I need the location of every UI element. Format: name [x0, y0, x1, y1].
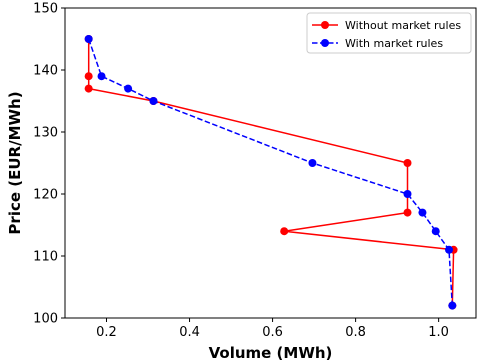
data-point — [431, 227, 440, 236]
series-layer — [84, 35, 458, 310]
legend-entry: With market rules — [312, 37, 443, 50]
data-point — [149, 97, 158, 105]
data-point — [84, 72, 93, 81]
x-tick-label: 0.8 — [345, 325, 366, 340]
data-point — [280, 227, 289, 236]
x-tick-label: 0.6 — [262, 325, 283, 340]
data-point — [97, 72, 106, 81]
data-point — [124, 84, 133, 93]
plot-border — [64, 7, 477, 319]
y-tick-label: 120 — [33, 188, 58, 203]
series-line — [87, 38, 454, 306]
data-point — [448, 301, 457, 310]
y-tick-label: 140 — [33, 64, 58, 79]
axes: 0.2 0.4 0.6 0.8 1.0 100 110 120 130 140 150 — [33, 2, 449, 341]
data-point — [308, 159, 317, 167]
data-point — [403, 208, 412, 217]
legend-label: Without market rules — [345, 19, 461, 32]
legend: Without market rules With market rules — [306, 12, 472, 54]
x-tick-label: 0.4 — [179, 325, 200, 340]
y-tick-label: 110 — [33, 250, 58, 265]
data-point — [418, 208, 427, 217]
data-point — [445, 245, 454, 254]
data-point — [84, 35, 93, 43]
x-tick-label: 1.0 — [428, 325, 449, 340]
y-axis-label: Price (EUR/MWh) — [6, 91, 24, 234]
series-line — [87, 39, 455, 306]
data-point — [403, 190, 412, 198]
legend-marker — [321, 39, 329, 47]
legend-label: With market rules — [345, 37, 443, 50]
x-tick-label: 0.2 — [96, 325, 117, 340]
legend-marker — [321, 21, 329, 29]
y-tick-label: 130 — [33, 126, 58, 141]
y-tick-label: 150 — [33, 2, 58, 17]
legend-box — [306, 12, 472, 54]
data-point — [403, 159, 412, 167]
legend-entry: Without market rules — [312, 19, 461, 32]
series-1 — [84, 35, 458, 310]
data-point — [84, 84, 93, 93]
x-axis-label: Volume (MWh) — [209, 344, 333, 362]
y-tick-label: 100 — [33, 312, 58, 327]
series-2 — [84, 35, 457, 310]
plot-frame — [64, 7, 477, 319]
